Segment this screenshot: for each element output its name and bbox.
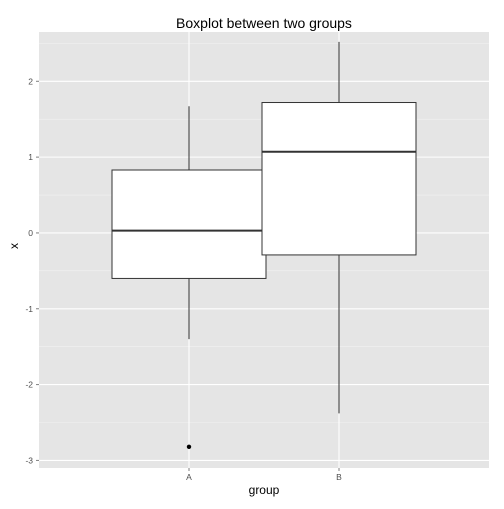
x-tick-label: B bbox=[336, 472, 342, 482]
y-tick-label: 0 bbox=[28, 228, 33, 238]
x-tick-label: A bbox=[186, 472, 192, 482]
y-tick-label: -1 bbox=[25, 304, 33, 314]
y-axis-title: x bbox=[7, 243, 21, 249]
group-a-box bbox=[111, 169, 267, 279]
y-tick-label: -2 bbox=[25, 380, 33, 390]
y-tick-label: 2 bbox=[28, 76, 33, 86]
y-tick-label: -3 bbox=[25, 455, 33, 465]
y-tick-label: 1 bbox=[28, 152, 33, 162]
x-axis-title: group bbox=[249, 483, 280, 497]
group-a-outlier-point bbox=[186, 444, 192, 449]
group-b-box bbox=[261, 102, 417, 256]
chart-title: Boxplot between two groups bbox=[176, 15, 352, 31]
plot-panel: -3 -2 -1 0 1 2 A B bbox=[25, 32, 489, 482]
